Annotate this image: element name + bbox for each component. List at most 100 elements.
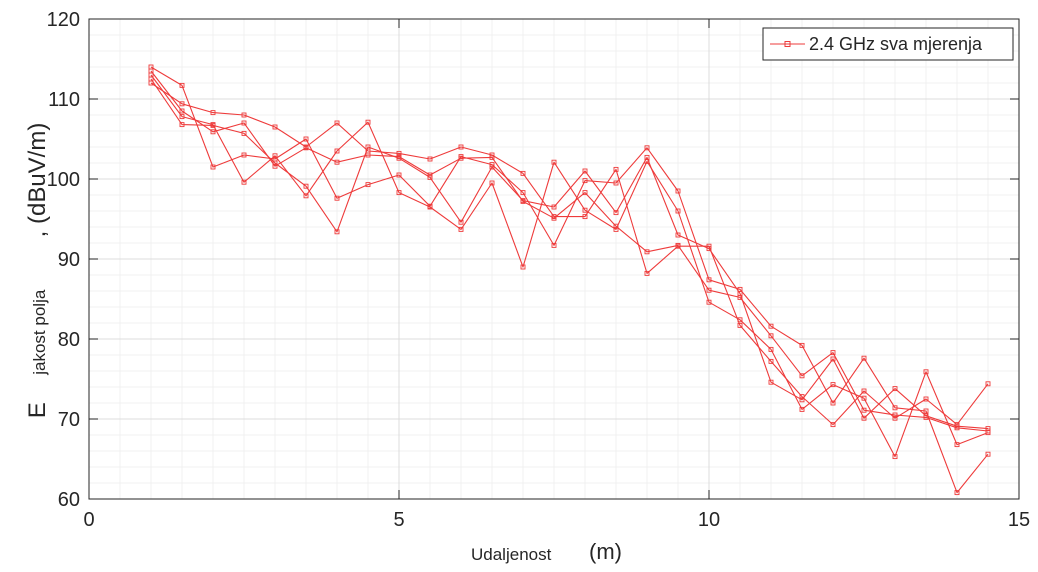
x-tick-label: 10 — [698, 509, 720, 531]
data-point — [706, 277, 712, 283]
y-axis-label-main: E — [24, 402, 51, 418]
data-point — [179, 114, 185, 120]
series-line — [150, 82, 989, 426]
data-point — [861, 388, 867, 394]
data-point — [551, 159, 557, 165]
data-point — [675, 232, 681, 238]
data-point — [458, 219, 464, 225]
data-point — [179, 108, 185, 114]
data-point — [613, 180, 619, 186]
data-point — [923, 414, 929, 420]
data-point — [210, 129, 216, 135]
data-point — [365, 152, 371, 158]
axis-ticks — [88, 18, 1020, 500]
data-point — [768, 379, 774, 385]
data-point — [582, 214, 588, 220]
data-point — [365, 119, 371, 125]
data-point — [923, 396, 929, 402]
data-point — [458, 155, 464, 161]
series-4 — [148, 76, 991, 432]
y-axis-label: E jakost polja , (dBuV/m) — [24, 123, 51, 419]
data-point — [768, 358, 774, 364]
data-point — [551, 242, 557, 248]
data-point — [830, 382, 836, 388]
data-point — [768, 323, 774, 329]
data-point — [365, 144, 371, 150]
data-point — [179, 82, 185, 88]
data-point — [892, 454, 898, 460]
data-point — [551, 215, 557, 221]
data-point — [985, 381, 991, 387]
data-point — [613, 223, 619, 229]
data-point — [582, 190, 588, 196]
svg-text:E jakost polja , (: E jakost polja , (dBuV/m) — [24, 123, 51, 419]
data-point — [954, 442, 960, 448]
data-point — [210, 164, 216, 170]
data-point — [241, 112, 247, 118]
data-point — [396, 190, 402, 196]
y-tick-label: 120 — [47, 9, 80, 31]
data-point — [644, 145, 650, 151]
data-point — [582, 207, 588, 213]
y-tick-label: 70 — [58, 409, 80, 431]
data-point — [830, 350, 836, 356]
data-point — [582, 178, 588, 184]
data-point — [334, 148, 340, 154]
data-point — [458, 226, 464, 232]
data-point — [861, 407, 867, 413]
legend-marker-square — [784, 41, 791, 47]
data-point — [210, 122, 216, 128]
data-point — [551, 204, 557, 210]
data-point — [768, 346, 774, 352]
data-point — [830, 400, 836, 406]
data-point — [520, 198, 526, 204]
data-point — [241, 120, 247, 126]
data-point — [675, 242, 681, 248]
data-point — [489, 180, 495, 186]
tick-labels: 0 5 10 15 60 70 80 90 100 110 120 — [47, 9, 1031, 531]
x-axis-label-main: (m) — [589, 539, 622, 564]
series-line — [150, 78, 989, 430]
series-line — [150, 70, 989, 432]
x-axis-label-small: Udaljenost — [471, 545, 552, 564]
y-tick-label: 100 — [47, 169, 80, 191]
y-tick-label: 90 — [58, 249, 80, 271]
data-point — [303, 183, 309, 189]
data-point — [861, 355, 867, 361]
y-tick-label: 110 — [48, 89, 80, 111]
data-point — [923, 369, 929, 375]
data-point — [706, 299, 712, 305]
data-point — [148, 68, 154, 74]
data-point — [489, 154, 495, 160]
data-point — [799, 373, 805, 379]
data-point — [272, 153, 278, 159]
x-axis-label: Udaljenost (m) — [471, 539, 622, 564]
data-point — [799, 406, 805, 412]
series-layer — [148, 64, 991, 496]
data-point — [241, 152, 247, 158]
data-point — [675, 188, 681, 194]
data-point — [613, 226, 619, 232]
x-tick-label: 5 — [393, 509, 404, 531]
data-point — [148, 76, 154, 82]
data-point — [861, 395, 867, 401]
data-point — [458, 144, 464, 150]
data-point — [985, 451, 991, 457]
data-point — [892, 415, 898, 421]
data-point — [303, 145, 309, 151]
data-point — [179, 101, 185, 107]
data-point — [985, 428, 991, 434]
data-point — [675, 208, 681, 214]
data-point — [861, 415, 867, 421]
data-point — [737, 322, 743, 328]
data-point — [334, 159, 340, 165]
data-point — [582, 168, 588, 174]
data-point — [241, 130, 247, 136]
y-tick-label: 60 — [58, 489, 80, 511]
data-point — [520, 170, 526, 176]
data-point — [365, 182, 371, 188]
data-point — [241, 179, 247, 185]
data-point — [179, 122, 185, 128]
data-point — [737, 317, 743, 323]
